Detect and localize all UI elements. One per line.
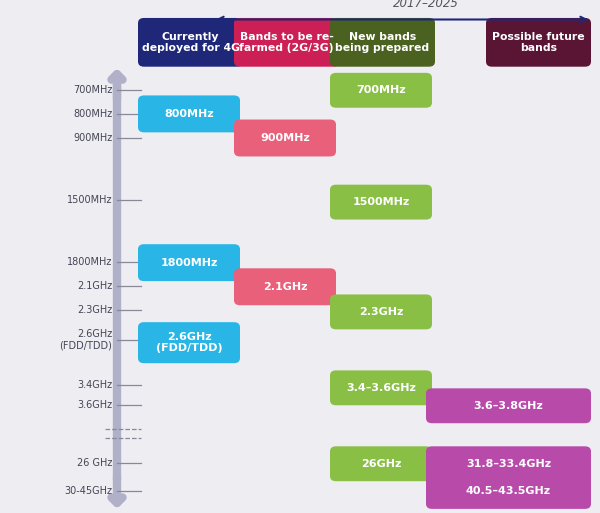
Text: 31.8–33.4GHz: 31.8–33.4GHz [466,459,551,469]
FancyBboxPatch shape [330,185,432,220]
Text: 1500MHz: 1500MHz [67,195,112,205]
Text: Possible future
bands: Possible future bands [492,31,585,53]
Text: 800MHz: 800MHz [73,109,112,119]
Text: 30-45GHz: 30-45GHz [64,486,112,497]
Text: 2.1GHz: 2.1GHz [263,282,307,292]
Text: 3.4GHz: 3.4GHz [77,380,112,390]
Text: 2.3GHz: 2.3GHz [77,305,112,315]
FancyBboxPatch shape [330,18,435,67]
FancyBboxPatch shape [486,18,591,67]
FancyBboxPatch shape [426,446,591,481]
Text: 40.5–43.5GHz: 40.5–43.5GHz [466,486,551,497]
Text: 3.6GHz: 3.6GHz [77,400,112,410]
FancyBboxPatch shape [330,446,432,481]
Text: 2.3GHz: 2.3GHz [359,307,403,317]
FancyBboxPatch shape [138,95,240,132]
FancyBboxPatch shape [330,370,432,405]
Text: Bands to be re-
farmed (2G/3G): Bands to be re- farmed (2G/3G) [239,31,334,53]
Text: 3.4–3.6GHz: 3.4–3.6GHz [346,383,416,393]
Text: New bands
being prepared: New bands being prepared [335,31,430,53]
FancyBboxPatch shape [234,268,336,305]
FancyBboxPatch shape [234,18,339,67]
Text: 900MHz: 900MHz [260,133,310,143]
Text: 2017–2025: 2017–2025 [393,0,459,10]
Text: 700MHz: 700MHz [356,85,406,95]
FancyBboxPatch shape [426,388,591,423]
Text: 26 GHz: 26 GHz [77,458,112,468]
FancyBboxPatch shape [138,244,240,281]
Text: 1500MHz: 1500MHz [352,197,410,207]
Text: 3.6–3.8GHz: 3.6–3.8GHz [473,401,544,411]
Text: 26GHz: 26GHz [361,459,401,469]
FancyBboxPatch shape [330,294,432,329]
Text: 700MHz: 700MHz [73,85,112,95]
Text: Currently
deployed for 4G: Currently deployed for 4G [142,31,239,53]
Text: 1800MHz: 1800MHz [67,257,112,267]
Text: 800MHz: 800MHz [164,109,214,119]
FancyBboxPatch shape [138,322,240,363]
Text: 2.1GHz: 2.1GHz [77,281,112,291]
Text: 900MHz: 900MHz [73,133,112,143]
FancyBboxPatch shape [138,18,243,67]
Text: 1800MHz: 1800MHz [160,258,218,268]
FancyBboxPatch shape [330,73,432,108]
FancyBboxPatch shape [426,474,591,509]
Text: 2.6GHz
(FDD/TDD): 2.6GHz (FDD/TDD) [59,329,112,350]
Text: 2.6GHz
(FDD/TDD): 2.6GHz (FDD/TDD) [155,332,223,353]
FancyBboxPatch shape [234,120,336,156]
